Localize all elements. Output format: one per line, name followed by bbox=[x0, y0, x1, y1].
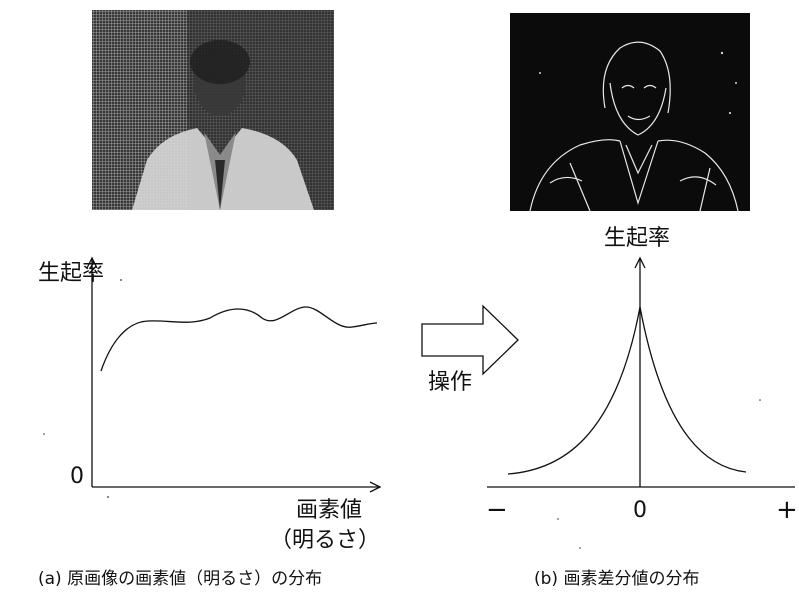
caption-b: (b) 画素差分値の分布 bbox=[534, 569, 700, 589]
graph-a-x-axis-sublabel: （明るさ） bbox=[270, 528, 381, 553]
graph-a-distribution-curve bbox=[100, 306, 378, 372]
graph-a-origin-label: 0 bbox=[70, 464, 84, 489]
difference-photo-figure bbox=[529, 41, 739, 211]
graph-b-zero-tick: 0 bbox=[633, 498, 647, 523]
graph-a-y-axis-label: 生起率 bbox=[38, 261, 105, 286]
operation-arrow bbox=[421, 304, 519, 376]
graph-b-curve-right bbox=[639, 306, 747, 473]
difference-photo bbox=[510, 13, 750, 211]
graph-b-minus-tick: − bbox=[486, 495, 508, 525]
graph-b-y-arrowhead bbox=[634, 256, 646, 269]
original-photo bbox=[92, 10, 334, 210]
operation-label: 操作 bbox=[428, 370, 473, 395]
original-photo-figure bbox=[132, 10, 334, 210]
caption-a: (a) 原画像の画素値（明るさ）の分布 bbox=[38, 569, 323, 589]
graph-b-curve-left bbox=[507, 306, 641, 475]
graph-b-y-axis-label: 生起率 bbox=[604, 226, 671, 251]
graph-a-y-arrowhead bbox=[86, 256, 98, 269]
graph-a-x-arrowhead bbox=[369, 481, 382, 493]
graph-a-x-axis-label: 画素値 bbox=[296, 498, 363, 523]
graph-b-plus-tick: + bbox=[776, 495, 798, 525]
